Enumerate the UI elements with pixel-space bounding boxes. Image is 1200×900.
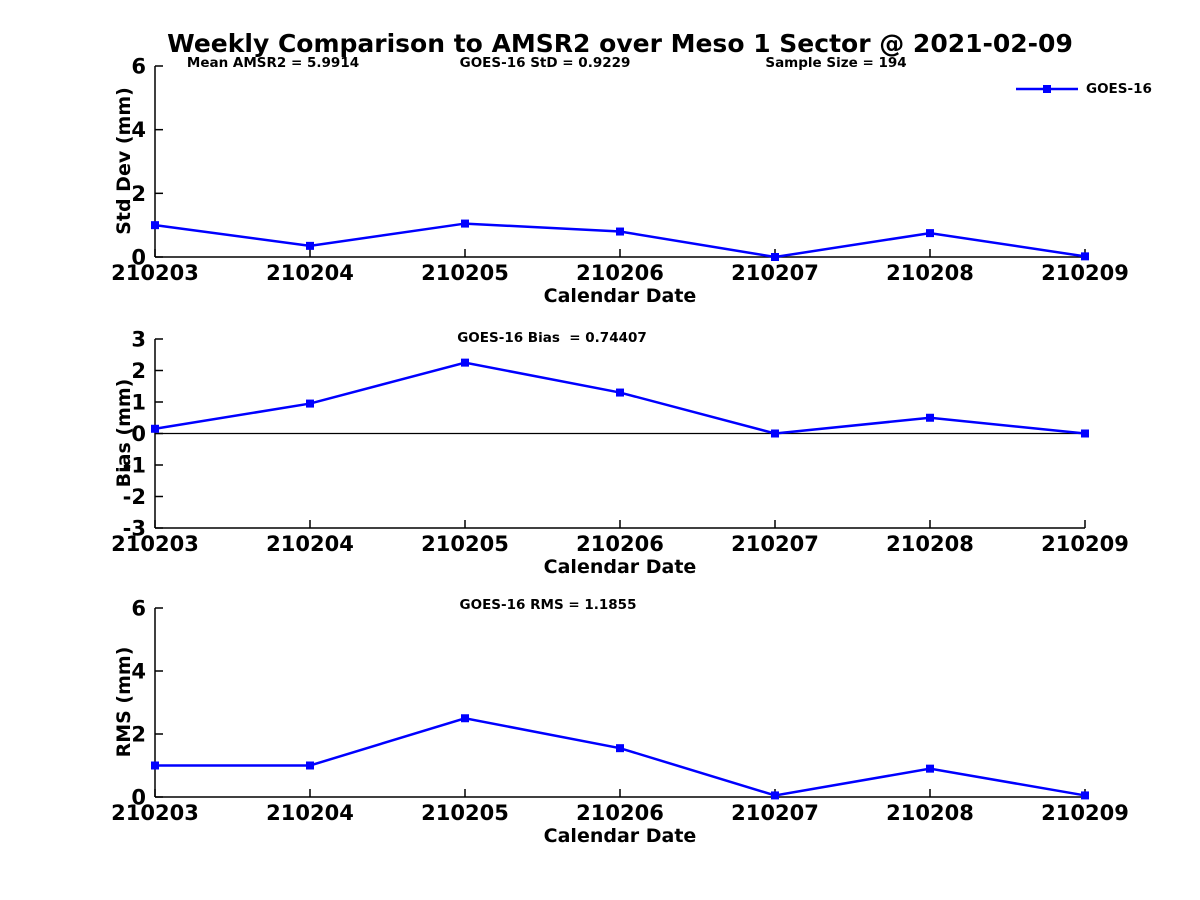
x-tick-label: 210209 [1041,261,1129,285]
subplot-std: 0 2 4 6 210203 210204 210205 210206 210207 210208… [111,55,1129,286]
x-tick-label: 210204 [266,532,354,556]
y-axis-label-rms: RMS (mm) [113,646,135,758]
subplot-rms: 0 2 4 6 210203 210204 210205 210206 210207 210208… [111,597,1129,826]
x-tick-label: 210206 [576,532,664,556]
x-tick-label: 210208 [886,532,974,556]
y-tick-label: -2 [123,485,146,509]
x-tick-label: 210206 [576,801,664,825]
series-line-goes-16 [155,716,1086,797]
y-tick-label: 6 [131,55,146,79]
subplot-bias: -3 -2 -1 0 1 2 3 210203 210204 210205 210206 210207… [111,328,1129,557]
data-point-marker [771,253,779,261]
data-point-marker [616,388,624,397]
y-tick-label: 1 [131,391,146,415]
x-tick-label: 210207 [731,532,819,556]
x-tick-label: 210209 [1041,532,1129,556]
x-axis-label-calendar-date-1: Calendar Date [543,285,697,307]
y-tick-label: 2 [131,182,146,206]
legend-line-marker-icon [1016,85,1078,93]
y-tick-label: 4 [131,118,146,142]
data-point-marker [1081,429,1089,438]
data-point-marker [306,241,314,250]
x-tick-label: 210203 [111,261,199,285]
x-tick-label: 210207 [731,801,819,825]
y-tick-label: 2 [131,723,146,747]
data-point-marker [771,429,779,438]
x-tick-label: 210207 [731,261,819,285]
data-point-marker [1081,791,1089,800]
data-point-marker [306,399,314,408]
data-point-marker [461,219,469,228]
x-tick-label: 210203 [111,532,199,556]
legend-label: GOES-16 [1086,81,1152,97]
data-point-marker [616,744,624,753]
annotation-goes16-rms: GOES-16 RMS = 1.1855 [459,597,637,613]
annotation-sample-size: Sample Size = 194 [765,55,907,71]
data-point-marker [151,761,159,770]
y-axis-label-stddev: Std Dev (mm) [113,87,135,235]
data-point-marker [1081,252,1089,261]
annotation-mean-amsr2: Mean AMSR2 = 5.9914 [186,55,360,71]
page-title: Weekly Comparison to AMSR2 over Meso 1 S… [167,29,1073,58]
data-point-marker [151,424,159,433]
data-point-marker [771,791,779,800]
data-point-marker [306,761,314,770]
annotation-goes16-bias: GOES-16 Bias = 0.74407 [457,330,647,346]
y-tick-label: 0 [131,786,146,810]
y-tick-label: 2 [131,359,146,383]
data-point-marker [616,227,624,236]
data-point-marker [926,413,934,422]
data-point-marker [461,714,469,723]
legend: GOES-16 [1015,81,1152,97]
y-tick-label: 3 [131,328,146,352]
data-point-marker [151,221,159,230]
x-tick-label: 210208 [886,261,974,285]
x-tick-label: 210205 [421,532,509,556]
x-tick-label: 210203 [111,801,199,825]
x-tick-label: 210206 [576,261,664,285]
data-point-marker [926,764,934,773]
x-axis-label-calendar-date-2: Calendar Date [543,556,697,578]
y-tick-label: 4 [131,660,146,684]
x-tick-label: 210205 [421,261,509,285]
x-tick-label: 210205 [421,801,509,825]
x-axis-label-calendar-date-3: Calendar Date [543,825,697,847]
y-tick-label: 6 [131,597,146,621]
y-tick-label: -3 [123,517,146,541]
y-tick-label: -1 [123,454,146,478]
x-tick-label: 210204 [266,801,354,825]
annotation-goes16-std: GOES-16 StD = 0.9229 [459,55,631,71]
y-axis-label-bias: Bias (mm) [113,378,135,488]
x-tick-label: 210208 [886,801,974,825]
data-point-marker [461,358,469,367]
x-tick-label: 210204 [266,261,354,285]
series-line-goes-16 [154,361,1086,435]
data-point-marker [926,229,934,238]
y-tick-label: 0 [131,422,146,446]
y-tick-label: 0 [131,246,146,270]
x-tick-label: 210209 [1041,801,1129,825]
